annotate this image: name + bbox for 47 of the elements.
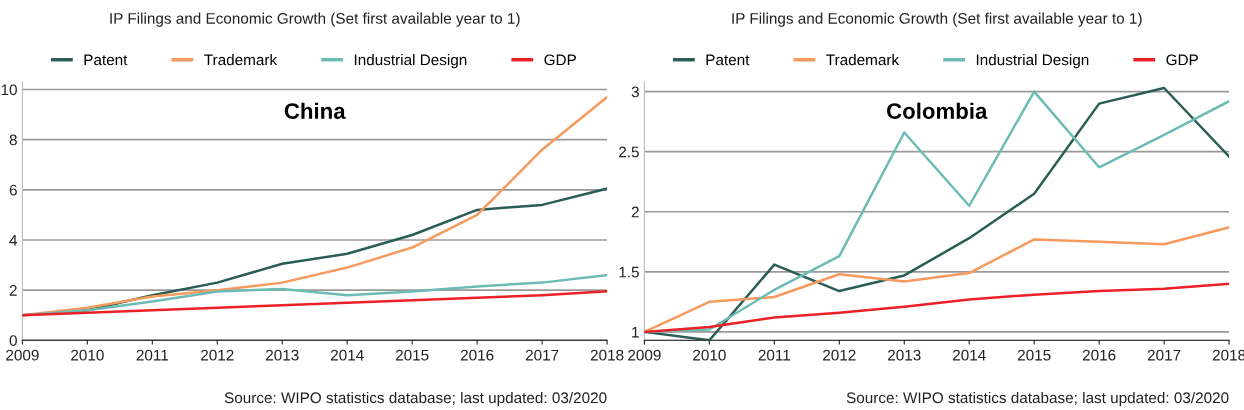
line-series [644,226,1230,334]
x-tick-label: 2013 [888,349,921,361]
x-tick-label: 2012 [823,349,856,361]
legend-label: Industrial Design [354,54,467,69]
x-tick-label: 2010 [693,349,726,361]
y-tick-label: 8 [9,134,17,146]
x-tick-label: 2010 [71,349,104,361]
y-tick-label: 2 [631,206,639,218]
chart-title: IP Filings and Economic Growth (Set first available year to 1) [110,12,520,27]
legend-label: Patent [84,54,128,66]
y-tick-label: 3 [631,86,639,98]
x-tick-label: 2014 [330,349,364,361]
y-tick-label: 6 [9,184,17,196]
line-series [644,282,1230,334]
legend-label: GDP [544,54,576,66]
legend-label: Trademark [826,54,900,66]
x-tick-label: 2009 [628,349,661,361]
x-tick-label: 2016 [460,349,494,361]
x-tick-label: 2018 [590,349,624,361]
y-tick-label: 0 [9,335,17,346]
x-tick-label: 2016 [1082,349,1116,361]
chart-title: IP Filings and Economic Growth (Set first available year to 1) [732,12,1142,27]
legend-label: GDP [1166,54,1198,66]
y-tick-label: 10 [1,84,17,96]
x-tick-label: 2015 [395,349,429,361]
x-tick-label: 2017 [1147,349,1181,361]
annotation: China [284,102,346,119]
y-tick-label: 2 [9,285,17,296]
y-tick-label: 1 [632,326,639,338]
x-tick-label: 2014 [952,349,986,361]
x-tick-label: 2011 [136,349,169,361]
x-tick-label: 2015 [1017,349,1051,361]
legend-label: Trademark [204,54,278,66]
legend-label: Industrial Design [976,54,1089,69]
source-note: Source: WIPO statistics database; last updated: 03/2020 [846,391,1229,407]
y-tick-label: 1.5 [619,266,639,278]
x-tick-label: 2017 [525,349,559,361]
y-tick-label: 2.5 [619,146,639,158]
x-tick-label: 2012 [201,349,234,361]
x-tick-label: 2011 [758,349,791,361]
y-tick-label: 4 [9,235,18,246]
x-tick-label: 2009 [6,349,39,361]
line-series [22,290,608,317]
annotation: Colombia [887,102,988,119]
source-note: Source: WIPO statistics database; last updated: 03/2020 [224,391,607,407]
legend-label: Patent [706,54,750,66]
x-tick-label: 2013 [266,349,299,361]
